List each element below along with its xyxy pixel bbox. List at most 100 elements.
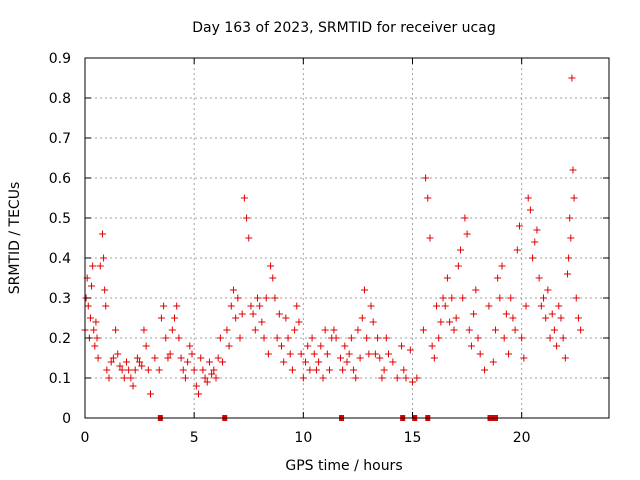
data-point bbox=[304, 342, 312, 350]
y-tick-label: 0.7 bbox=[49, 131, 71, 147]
data-point bbox=[127, 374, 135, 382]
data-point bbox=[565, 254, 573, 262]
data-point bbox=[315, 358, 323, 366]
data-point bbox=[443, 274, 451, 282]
data-point bbox=[535, 274, 543, 282]
data-point bbox=[286, 350, 294, 358]
data-point bbox=[109, 354, 117, 362]
data-point bbox=[116, 362, 124, 370]
data-point bbox=[210, 366, 218, 374]
data-point bbox=[450, 326, 458, 334]
data-point bbox=[100, 254, 108, 262]
data-point bbox=[347, 334, 355, 342]
data-point bbox=[295, 318, 303, 326]
data-points bbox=[81, 74, 585, 398]
data-point bbox=[107, 358, 115, 366]
data-point bbox=[376, 354, 384, 362]
data-point bbox=[561, 354, 569, 362]
data-point bbox=[306, 366, 314, 374]
data-point bbox=[93, 334, 101, 342]
data-point bbox=[308, 334, 316, 342]
data-point bbox=[302, 358, 310, 366]
data-point bbox=[288, 366, 296, 374]
data-point bbox=[363, 334, 371, 342]
y-tick-label: 0 bbox=[62, 411, 71, 427]
data-point bbox=[426, 234, 434, 242]
data-point bbox=[92, 318, 100, 326]
data-point bbox=[509, 314, 517, 322]
data-point bbox=[457, 246, 465, 254]
data-point bbox=[102, 302, 110, 310]
y-tick-label: 0.6 bbox=[49, 171, 71, 187]
data-point bbox=[498, 262, 506, 270]
data-point bbox=[546, 334, 554, 342]
data-point bbox=[179, 366, 187, 374]
data-point bbox=[269, 274, 277, 282]
data-point bbox=[264, 350, 272, 358]
data-point bbox=[330, 326, 338, 334]
data-point bbox=[118, 366, 126, 374]
y-tick-label: 0.4 bbox=[49, 251, 71, 267]
data-point bbox=[566, 214, 574, 222]
data-point bbox=[89, 262, 97, 270]
data-point bbox=[160, 302, 168, 310]
data-point bbox=[550, 326, 558, 334]
data-point bbox=[240, 194, 248, 202]
data-point bbox=[147, 390, 154, 398]
data-point bbox=[542, 314, 550, 322]
data-point bbox=[232, 314, 240, 322]
data-point bbox=[157, 314, 165, 322]
data-point bbox=[312, 366, 320, 374]
data-point bbox=[284, 334, 292, 342]
data-point bbox=[518, 334, 526, 342]
data-point bbox=[310, 350, 318, 358]
data-point bbox=[422, 174, 430, 182]
x-axis-label: GPS time / hours bbox=[285, 458, 402, 474]
data-point bbox=[470, 310, 478, 318]
data-point bbox=[360, 286, 368, 294]
data-point bbox=[459, 294, 467, 302]
data-point bbox=[96, 262, 104, 270]
data-point bbox=[297, 350, 305, 358]
data-point bbox=[472, 286, 480, 294]
y-axis-label: SRMTID / TECUs bbox=[7, 182, 23, 295]
data-point bbox=[138, 362, 146, 370]
data-point bbox=[98, 230, 106, 238]
data-point bbox=[572, 294, 580, 302]
data-point bbox=[371, 350, 379, 358]
data-point bbox=[112, 326, 120, 334]
data-point bbox=[452, 314, 460, 322]
y-tick-label: 0.9 bbox=[49, 51, 71, 67]
data-point bbox=[129, 382, 137, 390]
data-point bbox=[439, 294, 447, 302]
data-point bbox=[529, 254, 537, 262]
data-point bbox=[489, 358, 497, 366]
data-point bbox=[437, 318, 445, 326]
data-point bbox=[86, 314, 94, 322]
data-point bbox=[168, 326, 176, 334]
data-point bbox=[496, 294, 504, 302]
data-point bbox=[164, 354, 172, 362]
y-tick-label: 0.1 bbox=[49, 371, 71, 387]
data-point bbox=[367, 302, 375, 310]
data-point bbox=[144, 366, 152, 374]
data-point bbox=[515, 222, 523, 230]
data-point bbox=[424, 194, 432, 202]
data-point bbox=[291, 326, 299, 334]
data-point bbox=[212, 374, 220, 382]
data-point bbox=[278, 342, 285, 350]
data-point bbox=[190, 366, 198, 374]
y-tick-label: 0.5 bbox=[49, 211, 71, 227]
data-point bbox=[435, 334, 443, 342]
data-point bbox=[446, 318, 454, 326]
data-point bbox=[520, 354, 528, 362]
data-point bbox=[500, 334, 508, 342]
data-point bbox=[188, 350, 196, 358]
data-point bbox=[389, 358, 397, 366]
data-point bbox=[365, 350, 373, 358]
data-point bbox=[378, 374, 386, 382]
data-point bbox=[225, 342, 233, 350]
data-point bbox=[531, 238, 539, 246]
data-point bbox=[227, 302, 235, 310]
data-point bbox=[205, 358, 213, 366]
